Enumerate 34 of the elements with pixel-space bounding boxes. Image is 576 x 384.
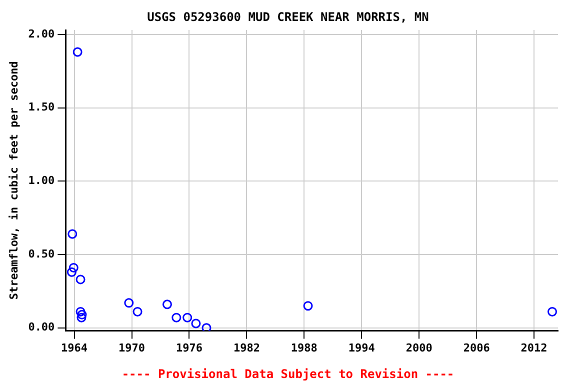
- point: [132, 306, 142, 316]
- chart-title: USGS 05293600 MUD CREEK NEAR MORRIS, MN: [146, 10, 430, 24]
- point: [66, 267, 76, 277]
- x-tick-label: 1994: [348, 341, 376, 354]
- x-tick-label: 1982: [233, 341, 260, 354]
- x-tick-label: 1970: [118, 341, 146, 354]
- x-tick-label: 1964: [61, 341, 88, 354]
- point: [72, 47, 82, 57]
- text: ---- Provisional Data Subject to Revision ----: [120, 367, 456, 381]
- y-tick-label: 2.00: [28, 27, 55, 40]
- point: [182, 312, 192, 322]
- point: [202, 323, 212, 331]
- point: [303, 301, 313, 311]
- point: [76, 274, 86, 284]
- y-tick-label: 0.50: [28, 247, 55, 260]
- x-tick-label: 2000: [406, 341, 432, 354]
- point: [172, 312, 182, 322]
- point: [162, 300, 172, 310]
- x-tick-label: 1976: [176, 341, 203, 354]
- point: [68, 229, 78, 239]
- point: [77, 310, 87, 320]
- point: [76, 306, 86, 316]
- point: [548, 306, 558, 316]
- point: [124, 298, 134, 308]
- x-tick-label: 1988: [290, 341, 318, 354]
- x-tick-label: 2012: [520, 341, 548, 354]
- point: [191, 318, 201, 328]
- point: [68, 262, 78, 272]
- point: [76, 312, 86, 322]
- y-tick-label: 0.00: [28, 320, 55, 334]
- y-tick-label: 1.00: [28, 174, 55, 187]
- x-tick-label: 2006: [463, 341, 490, 354]
- y-axis-title: Streamflow, in cubic feet per second: [7, 61, 20, 300]
- y-tick-label: 1.50: [28, 100, 55, 114]
